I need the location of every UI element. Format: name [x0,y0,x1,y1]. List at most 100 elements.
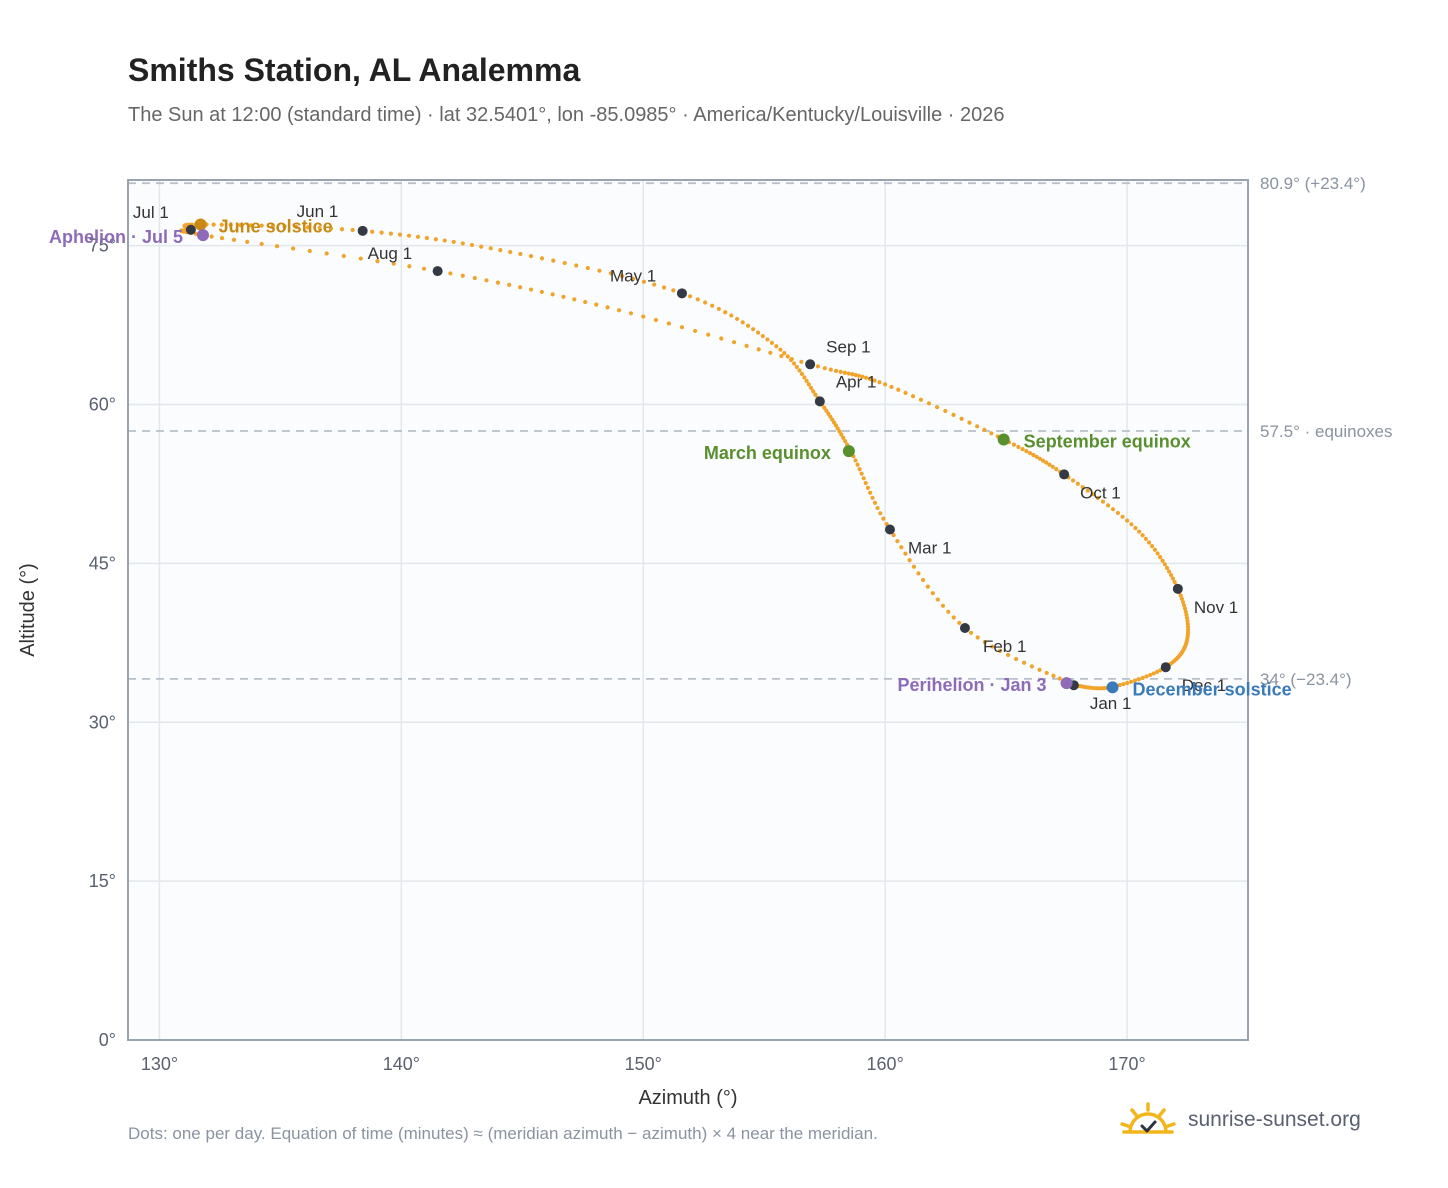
daily-dot [822,366,827,371]
daily-dot [1158,555,1163,560]
daily-dot [935,405,940,410]
daily-dot [710,303,715,308]
daily-dot [815,364,821,369]
daily-dot [778,347,783,352]
daily-dot [1180,599,1186,605]
daily-dot [899,545,904,550]
daily-dot [350,227,355,233]
daily-dot [1151,671,1156,676]
daily-dot [842,370,847,375]
daily-dot [1054,467,1059,472]
daily-dot [1144,674,1149,679]
daily-dot [472,275,477,281]
daily-dot [863,480,868,486]
daily-dot [1149,544,1155,549]
daily-dot [1120,514,1125,519]
daily-dot [911,564,917,569]
daily-dot [339,227,345,232]
daily-dot [872,500,878,505]
daily-dot [528,287,534,292]
daily-dot [1125,680,1130,686]
brand-name[interactable]: sunrise-sunset.org [1188,1108,1361,1131]
daily-dot [926,401,932,406]
y-tick-label: 45° [89,553,116,573]
page-title: Smiths Station, AL Analemma [128,52,581,88]
daily-dot [259,241,264,247]
daily-dot [813,392,818,397]
daily-dot [628,311,634,316]
daily-dot [1170,576,1176,581]
daily-dot [561,294,566,299]
event-label: Perihelion · Jan 3 [898,675,1047,695]
daily-dot [479,244,484,249]
daily-dot [957,620,962,626]
x-tick-label: 160° [867,1054,904,1074]
daily-dot [861,476,866,481]
daily-dot [448,271,453,276]
daily-dot [843,438,848,444]
daily-dot [585,265,590,271]
daily-dot [751,327,756,332]
daily-dot [951,412,956,417]
daily-dot [769,340,775,345]
daily-dot [907,558,912,563]
daily-dot [294,224,299,229]
daily-dot [274,244,280,249]
month-marker [884,524,895,535]
month-label: Dec 1 [1182,676,1226,695]
daily-dot [1143,536,1149,541]
daily-dot [1140,675,1145,680]
daily-dot [868,490,873,495]
daily-dot [918,397,924,402]
daily-dot [853,372,858,378]
daily-dot [1080,485,1085,490]
daily-dot [850,372,855,377]
event-label: December solstice [1133,679,1292,699]
month-marker [357,225,368,236]
daily-dot [925,584,930,589]
month-marker [814,396,825,407]
event-marker [1106,681,1119,694]
daily-dot [1178,593,1183,598]
daily-dot [498,248,503,253]
daily-dot [259,223,264,228]
x-tick-label: 150° [625,1054,662,1074]
daily-dot [719,336,724,341]
daily-dot [1057,676,1062,681]
month-label: Feb 1 [983,637,1026,656]
daily-dot [706,332,711,337]
x-tick-label: 130° [141,1054,178,1074]
month-marker [805,359,816,370]
brand[interactable]: sunrise-sunset.org [1120,1102,1361,1138]
y-tick-label: 15° [89,871,116,891]
daily-dot [1016,444,1021,450]
daily-dot [528,254,534,259]
daily-dot [687,294,693,299]
daily-dot [1031,452,1036,458]
daily-dot [860,374,865,379]
y-axis-label: Altitude (°) [17,563,39,657]
daily-dot [877,380,882,385]
daily-dot [811,389,816,394]
daily-dot [375,259,380,264]
event-marker [997,433,1010,446]
month-marker [959,623,970,634]
daily-dot [841,435,846,440]
event-label: September equinox [1024,431,1191,451]
daily-dot [270,223,276,229]
daily-dot [884,521,889,527]
daily-dot [1167,569,1172,574]
daily-dot [219,235,225,241]
daily-dot [903,551,908,556]
daily-dot [1044,670,1049,676]
daily-dot [756,347,761,352]
daily-dot [539,289,544,295]
daily-dot [895,538,900,544]
event-label: June solstice [219,216,333,236]
daily-dot [358,256,363,261]
daily-dot [1179,596,1185,601]
daily-dot [219,222,224,227]
daily-dot [785,354,790,359]
daily-dot [1075,481,1080,486]
